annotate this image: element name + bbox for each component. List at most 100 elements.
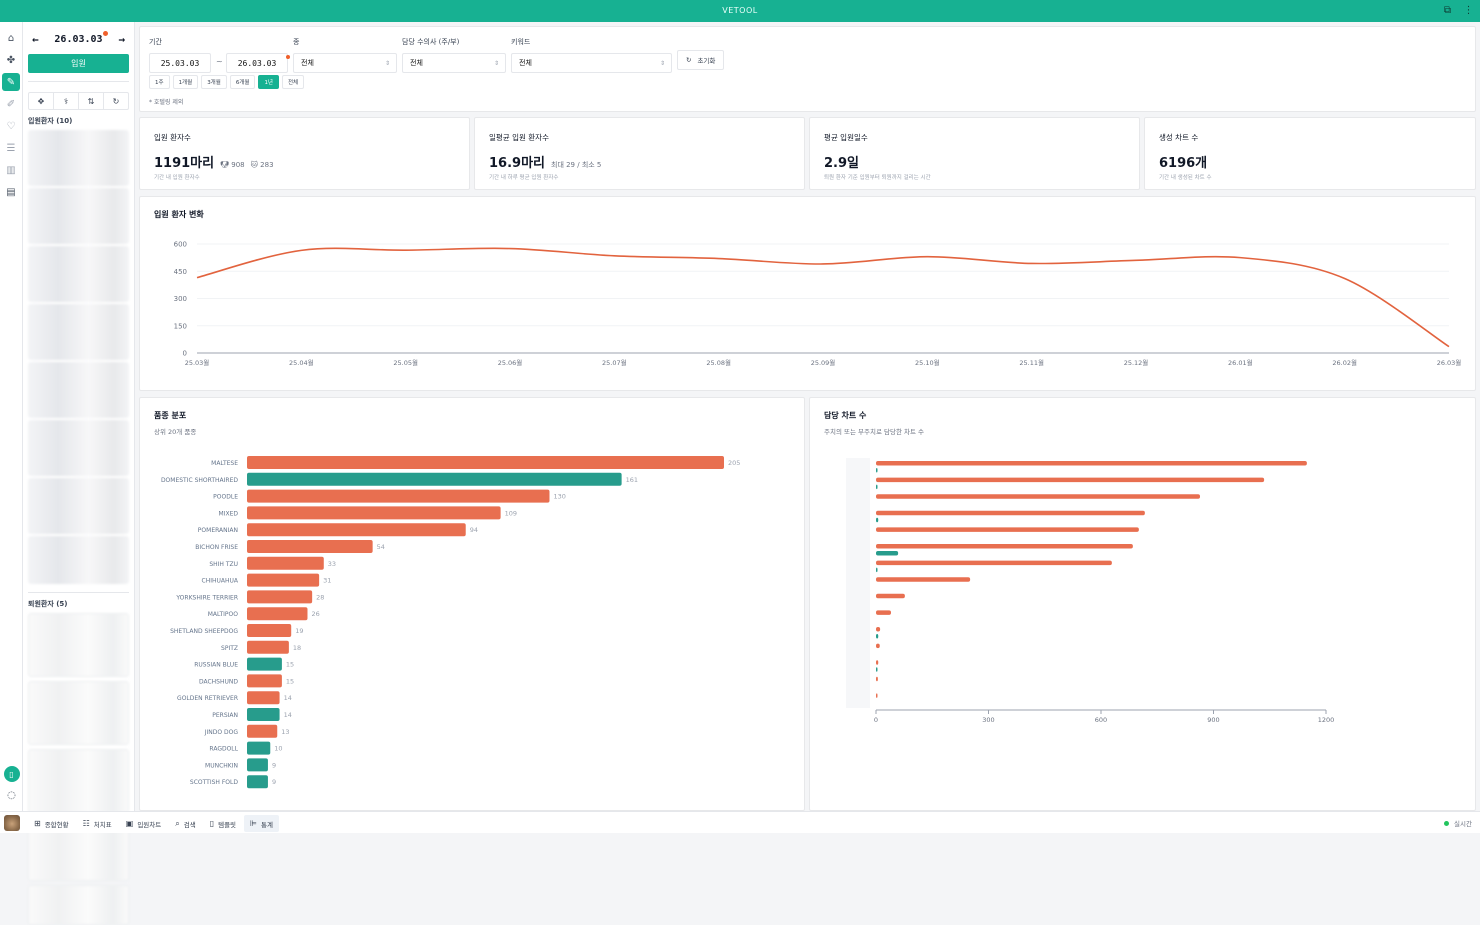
breed-bar bbox=[247, 641, 289, 654]
breed-label: POODLE bbox=[213, 494, 238, 501]
cat-icon: 🐱︎ bbox=[251, 161, 258, 169]
breed-bar bbox=[247, 590, 312, 603]
patient-card[interactable] bbox=[28, 681, 129, 745]
start-date-input[interactable]: 25.03.03 bbox=[149, 53, 211, 73]
patient-card[interactable] bbox=[28, 246, 129, 302]
breed-bar bbox=[247, 742, 270, 755]
home-icon[interactable]: ⌂ bbox=[2, 29, 20, 47]
tab-templates[interactable]: ▯템플릿 bbox=[204, 815, 242, 832]
stat-value: 16.9마리 bbox=[489, 152, 545, 171]
date-range-separator: ~ bbox=[216, 57, 223, 66]
period-chip[interactable]: 1개월 bbox=[173, 75, 199, 89]
breed-value-label: 14 bbox=[284, 711, 292, 719]
stat-subtitle: 퇴원 환자 기준 입원부터 퇴원까지 걸리는 시간 bbox=[824, 173, 1125, 181]
period-chip[interactable]: 전체 bbox=[282, 75, 304, 89]
vet-secondary-bar bbox=[876, 667, 878, 672]
patient-card[interactable] bbox=[28, 478, 129, 534]
user-avatar[interactable] bbox=[4, 815, 20, 831]
breed-value-label: 15 bbox=[286, 677, 294, 685]
x-tick-label: 0 bbox=[874, 716, 878, 724]
next-date-arrow-icon[interactable]: → bbox=[118, 33, 125, 46]
period-chip[interactable]: 3개월 bbox=[201, 75, 227, 89]
y-tick-label: 450 bbox=[174, 268, 187, 276]
patient-card[interactable] bbox=[28, 885, 129, 925]
bar-chart-icon[interactable]: ▥ bbox=[2, 161, 20, 179]
stat-min-max: 최대 29 / 최소 5 bbox=[551, 160, 601, 170]
vet-secondary-bar bbox=[876, 568, 878, 573]
period-chip[interactable]: 1주 bbox=[149, 75, 170, 89]
breed-label: SCOTTISH FOLD bbox=[190, 779, 238, 786]
vet-label-area bbox=[846, 458, 870, 708]
period-chip[interactable]: 6개월 bbox=[230, 75, 256, 89]
x-tick-label: 26.01월 bbox=[1228, 358, 1253, 367]
cat-count: 🐱︎ 283 bbox=[251, 161, 274, 169]
patient-card[interactable] bbox=[28, 362, 129, 418]
vet-select[interactable]: 전체⇕ bbox=[402, 53, 506, 73]
breed-label: PERSIAN bbox=[212, 712, 238, 719]
breed-value-label: 161 bbox=[626, 476, 638, 484]
admit-button[interactable]: 입원 bbox=[28, 54, 129, 73]
breed-value-label: 10 bbox=[274, 745, 282, 753]
heart-pulse-icon[interactable]: ♡ bbox=[2, 117, 20, 135]
icon-rail: ⌂ ✤ ✎ ✐ ♡ ☰ ▥ ▤ ▯ ◌ bbox=[0, 22, 23, 811]
dog-count: 🐶︎ 908 bbox=[220, 161, 245, 169]
breed-value-label: 13 bbox=[281, 728, 289, 736]
discharged-patients-label: 퇴원환자 (5) bbox=[28, 599, 129, 609]
hoteling-excluded-note: * 호텔링 제외 bbox=[149, 97, 183, 106]
chat-icon[interactable]: ◌ bbox=[0, 790, 23, 801]
notes-fab-icon[interactable]: ▯ bbox=[4, 766, 20, 782]
stethoscope-icon[interactable]: ⚕ bbox=[54, 93, 79, 109]
breed-bar bbox=[247, 557, 324, 570]
patient-card[interactable] bbox=[28, 130, 129, 186]
tab-overview[interactable]: ⊞종합현황 bbox=[28, 815, 75, 832]
tab-admission-chart[interactable]: ▣입원차트 bbox=[120, 815, 167, 832]
pen-icon[interactable]: ✐ bbox=[2, 95, 20, 113]
x-tick-label: 25.06월 bbox=[498, 358, 523, 367]
x-tick-label: 25.03월 bbox=[185, 358, 210, 367]
patient-card[interactable] bbox=[28, 420, 129, 476]
stat-subtitle: 기간 내 입원 환자수 bbox=[154, 173, 455, 181]
tab-search[interactable]: ⌕검색 bbox=[169, 815, 201, 832]
more-menu-icon[interactable]: ⋮ bbox=[1464, 0, 1475, 22]
book-icon[interactable]: ▤ bbox=[2, 183, 20, 201]
breed-label: POMERANIAN bbox=[198, 527, 238, 534]
reset-button[interactable]: ↻초기화 bbox=[677, 50, 724, 70]
tab-treatment-table[interactable]: ☷처치표 bbox=[77, 815, 118, 832]
end-date-input[interactable]: 26.03.03 bbox=[226, 53, 288, 73]
vet-secondary-bar bbox=[876, 551, 898, 556]
x-tick-label: 25.05월 bbox=[393, 358, 418, 367]
keyword-select[interactable]: 전체⇕ bbox=[511, 53, 672, 73]
patient-card[interactable] bbox=[28, 749, 129, 813]
breed-bar bbox=[247, 473, 622, 486]
period-chip-active[interactable]: 1년 bbox=[258, 75, 279, 89]
title-bar: VETOOL ⧉ ⋮ bbox=[0, 0, 1480, 22]
prev-date-arrow-icon[interactable]: ← bbox=[32, 33, 39, 46]
select-arrows-icon: ⇕ bbox=[494, 60, 499, 67]
keyword-label: 키워드 bbox=[511, 37, 672, 47]
pencil-icon[interactable]: ✎ bbox=[2, 73, 20, 91]
stat-card-daily-average: 일평균 입원 환자수 16.9마리 최대 29 / 최소 5 기간 내 하루 평… bbox=[474, 117, 805, 190]
vet-primary-bar bbox=[876, 511, 1145, 516]
breed-value-label: 14 bbox=[284, 694, 292, 702]
breed-label: SHETLAND SHEEPDOG bbox=[170, 628, 238, 635]
patient-card[interactable] bbox=[28, 536, 129, 584]
patient-card[interactable] bbox=[28, 304, 129, 360]
breed-value-label: 9 bbox=[272, 761, 276, 769]
paw-icon[interactable]: ✤ bbox=[2, 51, 20, 69]
tab-statistics[interactable]: ⊫통계 bbox=[244, 815, 279, 832]
patient-panel: ← 26.03.03 → 입원 ✥ ⚕ ⇅ ↻ 입원환자 (10) 퇴원환자 (… bbox=[23, 22, 135, 811]
species-select[interactable]: 전체⇕ bbox=[293, 53, 397, 73]
cross-icon[interactable]: ✥ bbox=[29, 93, 54, 109]
current-date[interactable]: 26.03.03 bbox=[54, 34, 102, 45]
refresh-icon[interactable]: ↻ bbox=[104, 93, 128, 109]
checklist-icon[interactable]: ☰ bbox=[2, 139, 20, 157]
clipboard-icon: ▣ bbox=[126, 819, 134, 828]
search-icon: ⌕ bbox=[175, 819, 179, 829]
patient-card[interactable] bbox=[28, 613, 129, 677]
patient-card[interactable] bbox=[28, 188, 129, 244]
sort-icon[interactable]: ⇅ bbox=[79, 93, 104, 109]
extension-icon[interactable]: ⧉ bbox=[1444, 0, 1452, 22]
filter-panel: 기간 25.03.03 ~ 26.03.03 종 전체⇕ 담당 수의사 (주/부… bbox=[139, 26, 1476, 112]
